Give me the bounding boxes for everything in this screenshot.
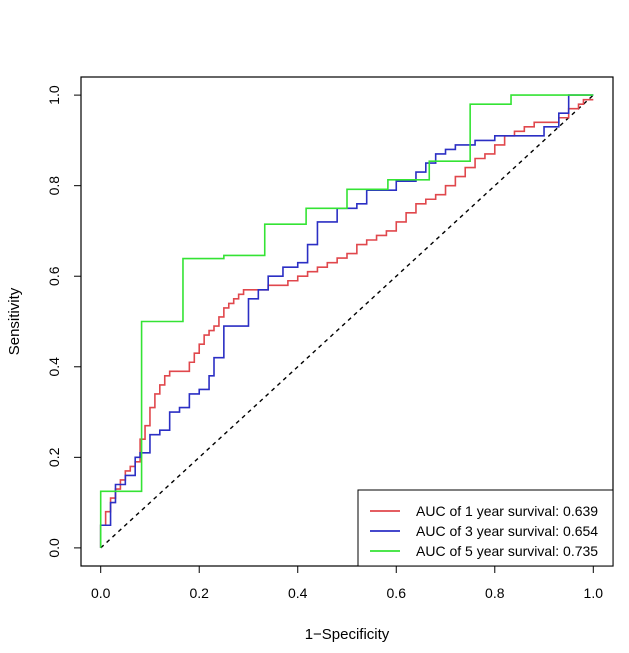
roc-curves [99, 94, 594, 549]
x-tick-label: 0.0 [91, 585, 111, 601]
x-axis: 0.0 0.2 0.4 0.6 0.8 1.0 [91, 565, 604, 601]
legend-entry-label: AUC of 5 year survival: 0.735 [416, 543, 598, 559]
y-tick-label: 0.8 [46, 176, 62, 196]
y-tick-label: 0.2 [46, 447, 62, 467]
y-tick-label: 1.0 [46, 85, 62, 105]
roc-curve-series-2 [99, 94, 594, 548]
legend-entry-label: AUC of 3 year survival: 0.654 [416, 523, 598, 539]
legend-box [357, 489, 614, 567]
y-tick-label: 0.0 [46, 538, 62, 558]
y-tick-label: 0.6 [46, 266, 62, 286]
x-tick-label: 0.4 [288, 585, 308, 601]
y-tick-label: 0.4 [46, 357, 62, 377]
x-tick-label: 0.2 [189, 585, 209, 601]
x-tick-label: 0.6 [387, 585, 407, 601]
legend: AUC of 1 year survival: 0.639 AUC of 3 ye… [357, 489, 614, 567]
legend-entry-label: AUC of 1 year survival: 0.639 [416, 503, 598, 519]
y-axis: 0.0 0.2 0.4 0.6 0.8 1.0 [46, 85, 81, 558]
roc-curve-series-3 [99, 94, 594, 548]
x-tick-label: 0.8 [485, 585, 505, 601]
x-axis-label: 1−Specificity [305, 626, 390, 643]
x-tick-label: 1.0 [584, 585, 604, 601]
roc-curve-series-1 [99, 98, 594, 548]
y-axis-label: Sensitivity [6, 287, 23, 355]
